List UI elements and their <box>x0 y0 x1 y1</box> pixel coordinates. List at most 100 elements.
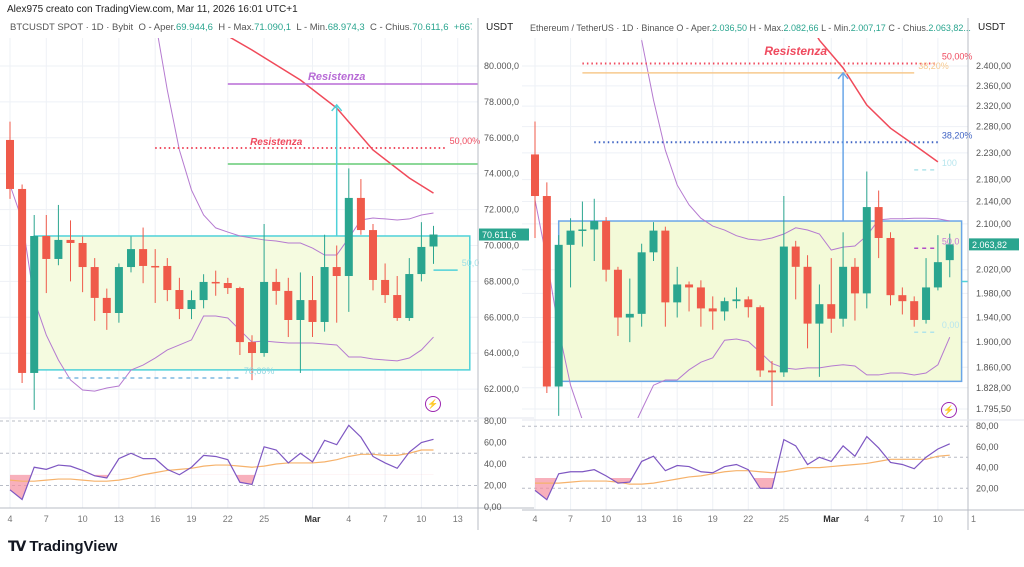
candle-body <box>886 237 895 296</box>
candle <box>756 305 765 377</box>
candle <box>531 121 539 238</box>
candle-body <box>260 281 269 354</box>
rsi-tick-label: 20,00 <box>976 483 999 493</box>
candle <box>356 179 365 235</box>
candle <box>78 236 87 293</box>
candle <box>839 232 848 327</box>
candle-body <box>910 301 919 320</box>
candle <box>625 278 634 343</box>
candle <box>405 258 414 321</box>
date-tick-label: 7 <box>44 514 49 524</box>
last-price-badge <box>969 238 1019 251</box>
candle-body <box>649 230 658 253</box>
fib-786-label: 78,60% <box>244 366 275 376</box>
btc-symbol-header[interactable]: BTCUSDT SPOT · 1D · Bybit O - Aper.69.94… <box>10 22 472 33</box>
candle-body <box>815 304 824 324</box>
candle <box>381 263 390 303</box>
candle-body <box>308 300 317 322</box>
candle <box>18 184 27 383</box>
date-tick-label: 4 <box>864 514 869 524</box>
candle-body <box>102 297 111 313</box>
last-price-value: 2.063,82 <box>972 240 1007 250</box>
price-tick-label: 2.020,00 <box>976 265 1011 275</box>
close-label: C - Chius. <box>888 23 929 33</box>
symbol-name: Ethereum / TetherUS · 1D · Binance <box>530 23 674 33</box>
rsi-tick-label: 80,00 <box>976 421 999 431</box>
fib-50-magenta-label: 50,0 <box>942 236 960 246</box>
candle-body <box>223 283 232 289</box>
candle <box>90 258 99 321</box>
candle <box>187 290 196 320</box>
candle <box>223 277 232 294</box>
candle-body <box>779 246 788 373</box>
candle <box>114 263 123 323</box>
eth-symbol-header[interactable]: Ethereum / TetherUS · 1D · Binance O - A… <box>530 23 971 33</box>
candle <box>803 255 812 349</box>
candle <box>260 223 269 357</box>
candle-body <box>114 267 123 313</box>
candle-body <box>272 281 281 291</box>
candle <box>296 272 305 373</box>
price-tick-label: 68.000,0 <box>484 276 519 286</box>
candle-body <box>625 313 634 318</box>
candle <box>673 266 682 318</box>
date-tick-label: 13 <box>114 514 124 524</box>
candle <box>542 182 551 393</box>
candle-body <box>90 267 99 298</box>
candle-body <box>827 304 836 319</box>
rsi-tick-label: 80,00 <box>484 416 507 426</box>
logo-text: TradingView <box>29 538 118 555</box>
resistance-label: Resistenza <box>764 44 827 58</box>
fib-orange-label: 38,20% <box>918 61 949 71</box>
rsi-tick-label: 60,00 <box>976 442 999 452</box>
candle-body <box>356 197 365 231</box>
last-price-badge <box>479 228 529 241</box>
price-tick-label: 2.280,00 <box>976 122 1011 132</box>
candle <box>369 223 377 291</box>
candle-body <box>685 284 694 288</box>
candle-body <box>248 342 256 354</box>
date-tick-label: 4 <box>532 514 537 524</box>
close-value: 70.611,6 <box>412 22 449 33</box>
date-tick-label: 16 <box>672 514 682 524</box>
rsi-tick-label: 20,00 <box>484 481 507 491</box>
last-price-value: 70.611,6 <box>482 230 516 240</box>
candle <box>554 235 563 416</box>
fib-50-label: 50,00% <box>942 52 973 62</box>
eth-chart-panel: 4 7 10 13 16 19 22 25 Mar 4 7 10 1 2.400,00 2.360,00 2.… <box>522 18 1024 530</box>
candle-body <box>296 300 305 320</box>
tradingview-logo-icon: TV <box>8 538 26 555</box>
attribution-text: Alex975 creato con TradingView.com, Mar … <box>7 4 298 15</box>
low-value: 2.007,17 <box>850 23 886 33</box>
lightning-icon[interactable]: ⚡ <box>425 396 441 412</box>
price-tick-label: 74.000,0 <box>484 169 519 179</box>
arrow-head-icon <box>331 103 343 112</box>
candle <box>566 218 575 288</box>
candle <box>66 220 75 282</box>
date-tick-label: 4 <box>346 514 351 524</box>
fib-382-label: 38,20% <box>942 130 973 140</box>
resistance-label: Resistenza <box>250 137 303 148</box>
candle-body <box>590 221 599 230</box>
candle <box>308 276 317 338</box>
rsi-tick-label: 0,00 <box>484 502 502 512</box>
candle <box>791 240 800 300</box>
candle <box>685 281 694 312</box>
candle-body <box>661 230 670 303</box>
candle-body <box>791 246 800 267</box>
fib-50-label: 50,00% <box>450 136 481 146</box>
resistance-label: Resistenza <box>308 71 365 83</box>
candle-body <box>602 221 611 270</box>
price-tick-label: 64.000,0 <box>484 348 519 358</box>
lightning-icon[interactable]: ⚡ <box>941 402 957 418</box>
date-tick-label: 13 <box>453 514 463 524</box>
open-label: O - Aper. <box>138 22 176 33</box>
btc-chart-panel: 4 7 10 13 16 19 22 25 Mar 4 7 10 13 80.000,0 78.000,0 7… <box>0 18 534 530</box>
candle-body <box>862 207 871 294</box>
candle-body <box>696 287 705 309</box>
candle <box>910 296 919 327</box>
candle <box>284 277 293 338</box>
candle <box>54 204 63 266</box>
candle-body <box>417 246 426 275</box>
